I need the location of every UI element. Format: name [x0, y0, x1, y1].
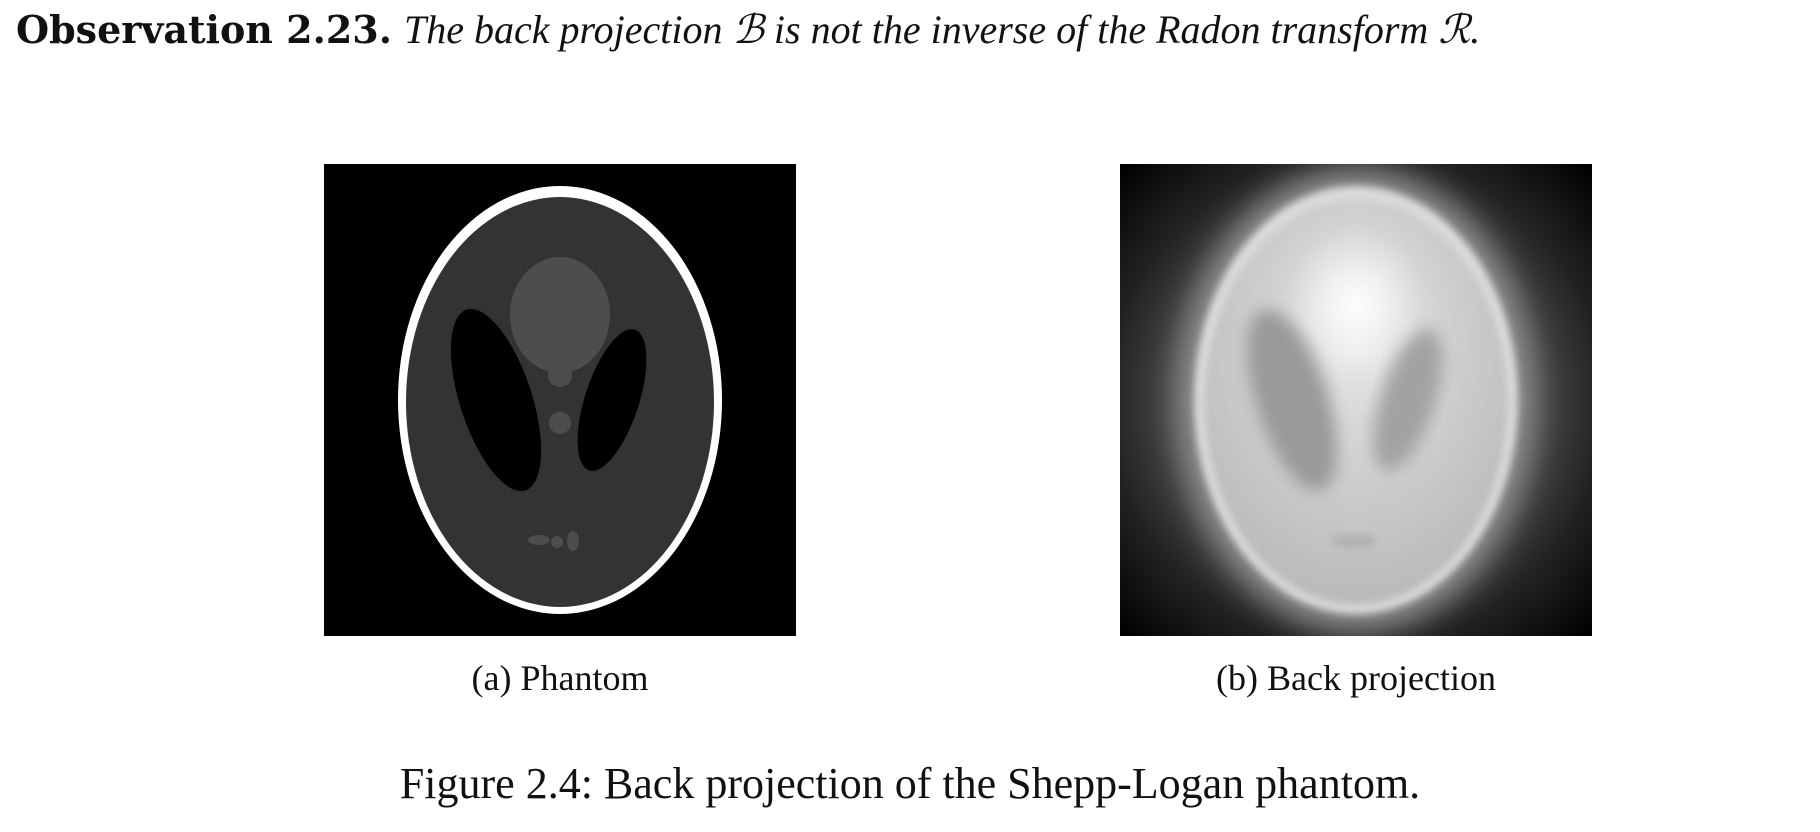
back-projection-symbol: ℬ: [732, 7, 764, 53]
figure-caption: Figure 2.4: Back projection of the Shepp…: [399, 759, 1421, 808]
observation-label: Observation 2.23.: [16, 7, 392, 52]
back-projection-right-ventricle: [1373, 329, 1443, 471]
back-projection-bottom-blobs: [1332, 534, 1376, 548]
observation-text: The back projection ℬ is not the inverse…: [404, 7, 1481, 53]
phantom-graphic: [324, 164, 796, 636]
phantom-small-blob-2: [549, 412, 571, 434]
observation-statement: Observation 2.23. The back projection ℬ …: [16, 6, 1816, 54]
phantom-left-ventricle: [450, 308, 542, 492]
back-projection-head: [1204, 199, 1508, 605]
phantom-small-blob-1: [548, 365, 572, 387]
subcaption-phantom: (a) Phantom: [471, 658, 649, 698]
observation-text-part1: The back projection: [404, 7, 733, 52]
phantom-bottom-blob-3: [567, 531, 579, 551]
phantom-bottom-blob-2: [551, 536, 563, 548]
phantom-brain: [406, 197, 714, 607]
back-projection-graphic: [1120, 164, 1592, 636]
phantom-bottom-blob-1: [528, 535, 550, 545]
radon-transform-symbol: ℛ: [1438, 7, 1471, 53]
phantom-right-ventricle: [577, 329, 647, 471]
observation-text-part2: is not the inverse of the Radon transfor…: [763, 7, 1439, 52]
subcaption-back-projection: (b) Back projection: [1216, 658, 1496, 698]
back-projection-left-ventricle: [1246, 308, 1338, 492]
observation-text-part3: .: [1470, 7, 1481, 52]
back-projection-bright-top: [1286, 224, 1426, 384]
back-projection-image: [1120, 164, 1592, 636]
phantom-upper-ellipse: [510, 257, 610, 373]
phantom-image: [324, 164, 796, 636]
